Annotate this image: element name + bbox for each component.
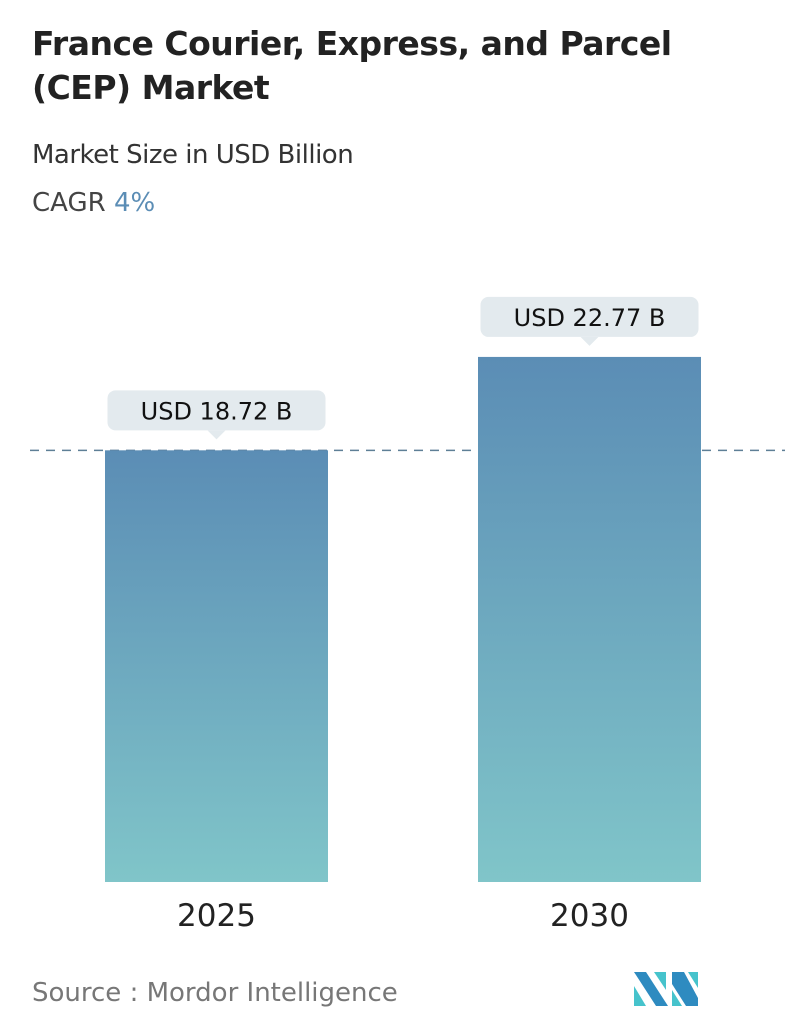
x-tick-label: 2030 bbox=[550, 898, 629, 934]
cagr-label: CAGR bbox=[32, 188, 106, 218]
data-label-box bbox=[107, 390, 326, 431]
cagr: CAGR 4% bbox=[32, 188, 155, 218]
data-label: USD 18.72 B bbox=[141, 397, 293, 425]
page-subtitle: Market Size in USD Billion bbox=[32, 140, 354, 170]
bar-chart: USD 18.72 B 2025 USD 22.77 B 2030 bbox=[30, 296, 785, 934]
page-title: France Courier, Express, and Parcel (CEP… bbox=[32, 24, 672, 107]
data-label-box bbox=[480, 296, 699, 337]
source-text: Source : Mordor Intelligence bbox=[32, 978, 398, 1008]
bar-2030 bbox=[478, 356, 701, 882]
data-label-pointer bbox=[207, 430, 226, 440]
data-label-pointer bbox=[580, 336, 599, 346]
x-tick-label: 2025 bbox=[177, 898, 256, 934]
bar-2025 bbox=[105, 450, 328, 882]
mordor-logo bbox=[634, 972, 698, 1006]
data-label: USD 22.77 B bbox=[514, 304, 666, 332]
cagr-value: 4% bbox=[113, 188, 156, 218]
